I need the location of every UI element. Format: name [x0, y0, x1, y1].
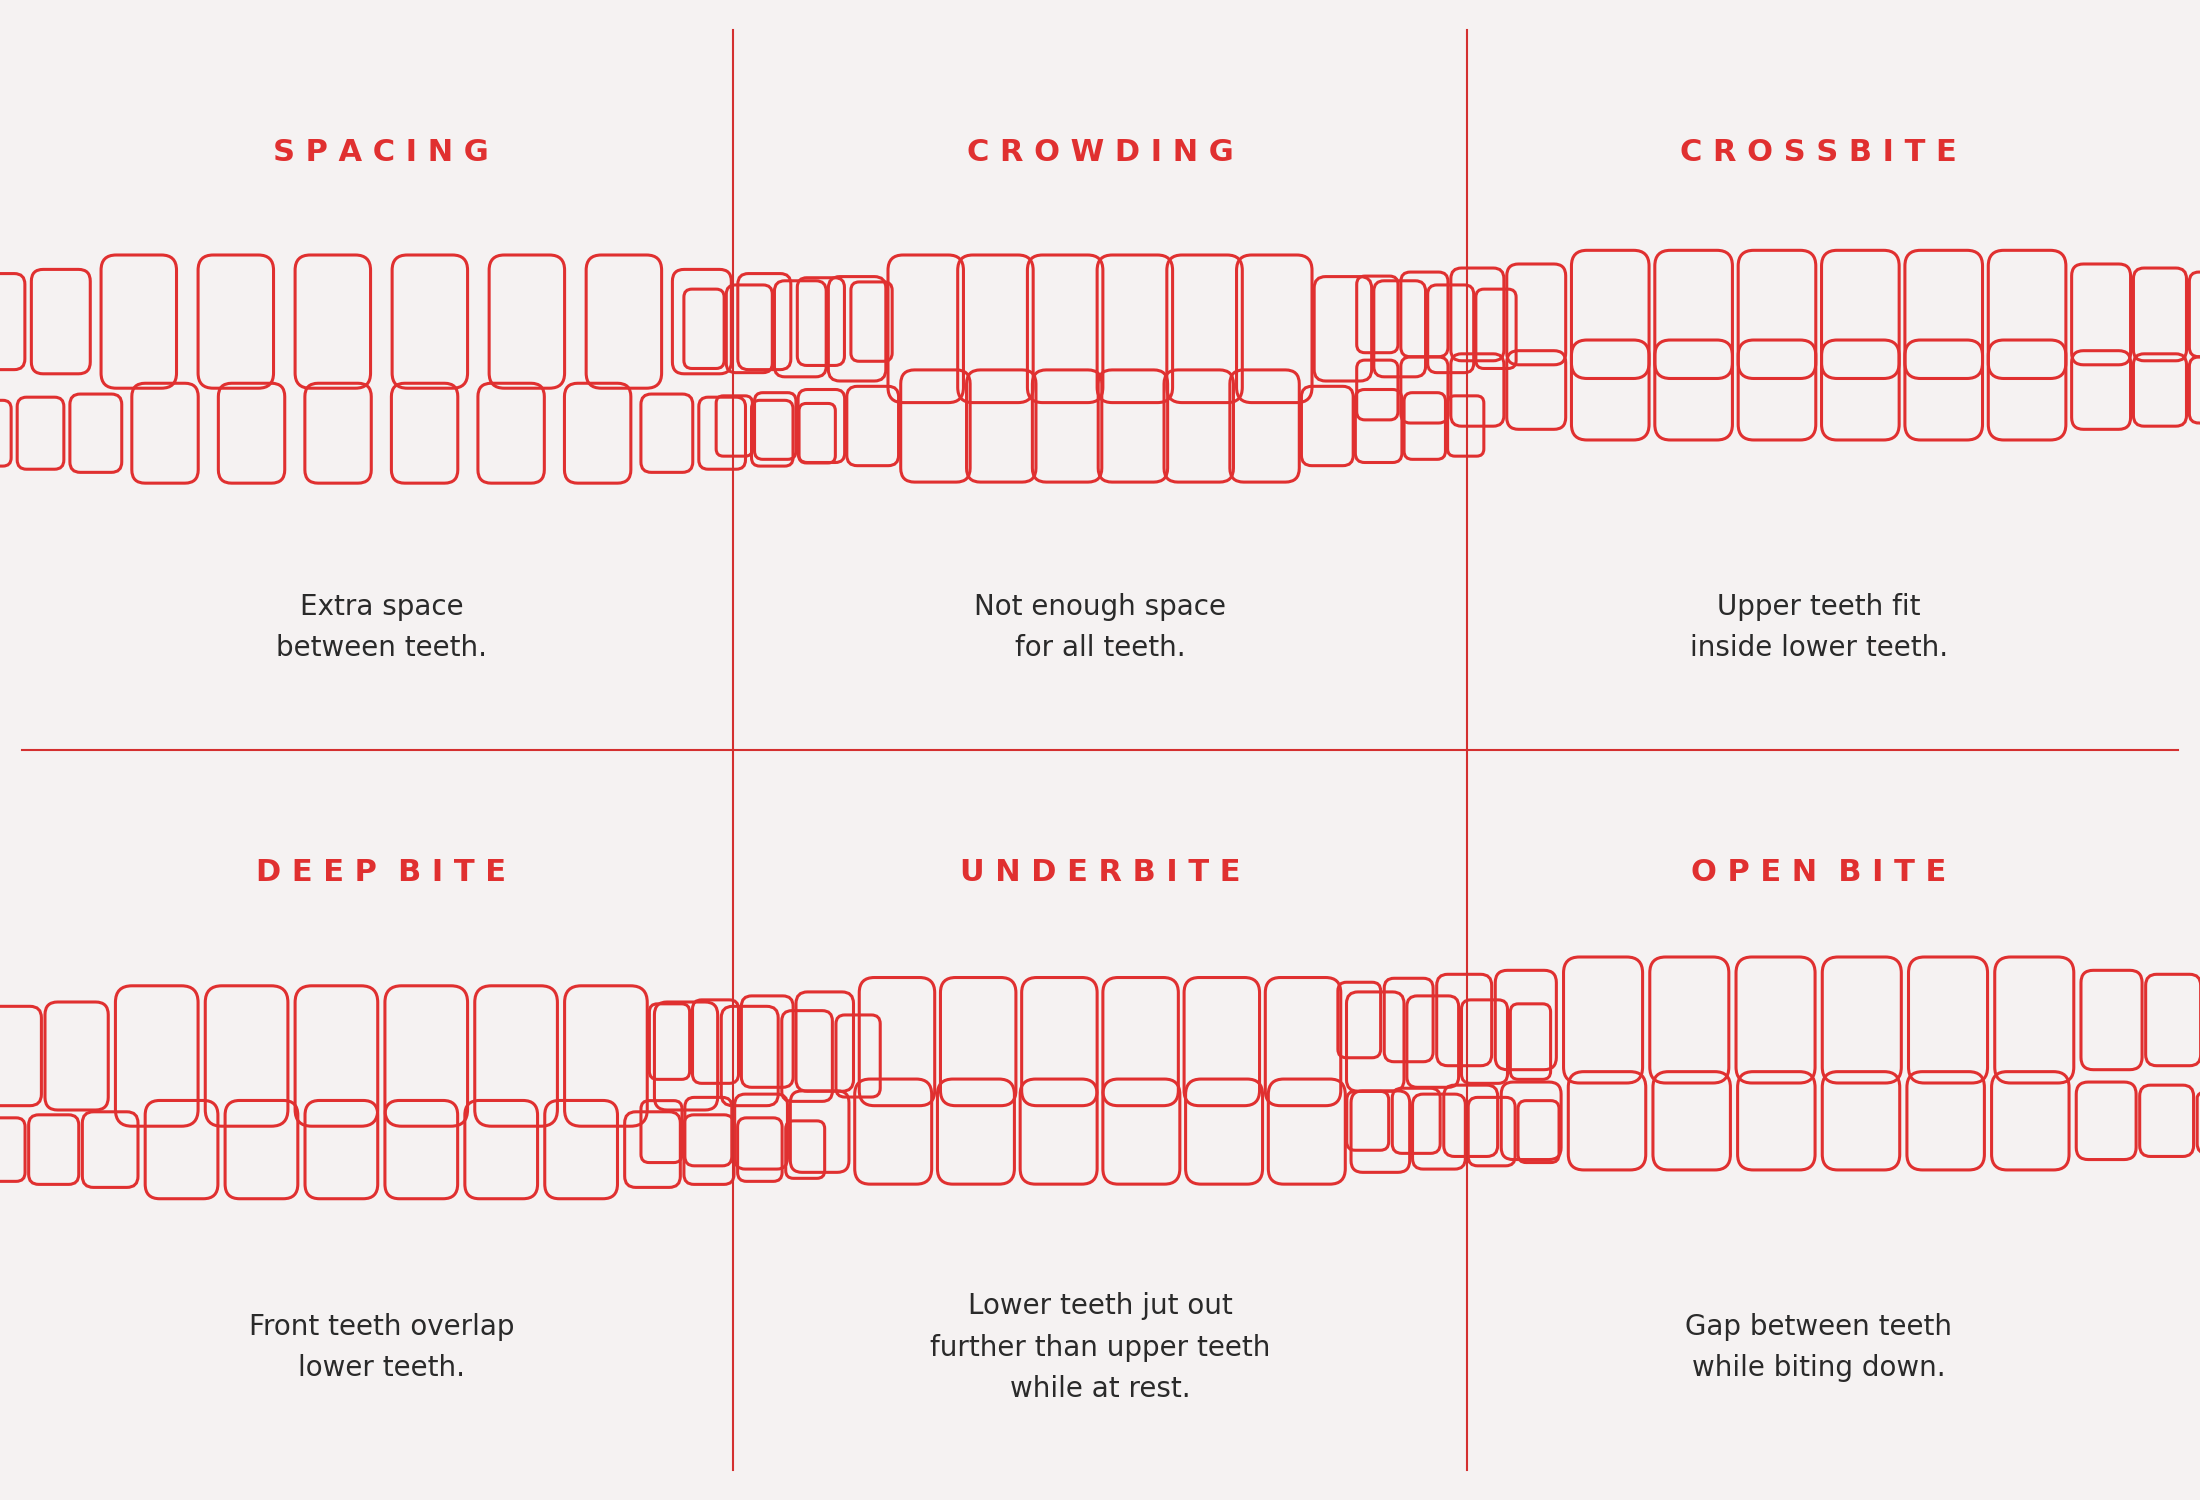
Text: O P E N  B I T E: O P E N B I T E: [1692, 858, 1947, 886]
Text: Upper teeth fit
inside lower teeth.: Upper teeth fit inside lower teeth.: [1690, 592, 1947, 662]
Text: C R O S S B I T E: C R O S S B I T E: [1681, 138, 1958, 166]
Text: Lower teeth jut out
further than upper teeth
while at rest.: Lower teeth jut out further than upper t…: [931, 1293, 1269, 1402]
Text: S P A C I N G: S P A C I N G: [273, 138, 488, 166]
Text: C R O W D I N G: C R O W D I N G: [966, 138, 1234, 166]
Text: Extra space
between teeth.: Extra space between teeth.: [275, 592, 486, 662]
Text: U N D E R B I T E: U N D E R B I T E: [959, 858, 1241, 886]
Text: D E E P  B I T E: D E E P B I T E: [257, 858, 506, 886]
Text: Gap between teeth
while biting down.: Gap between teeth while biting down.: [1685, 1312, 1951, 1382]
Text: Front teeth overlap
lower teeth.: Front teeth overlap lower teeth.: [249, 1312, 515, 1382]
Text: Not enough space
for all teeth.: Not enough space for all teeth.: [975, 592, 1225, 662]
